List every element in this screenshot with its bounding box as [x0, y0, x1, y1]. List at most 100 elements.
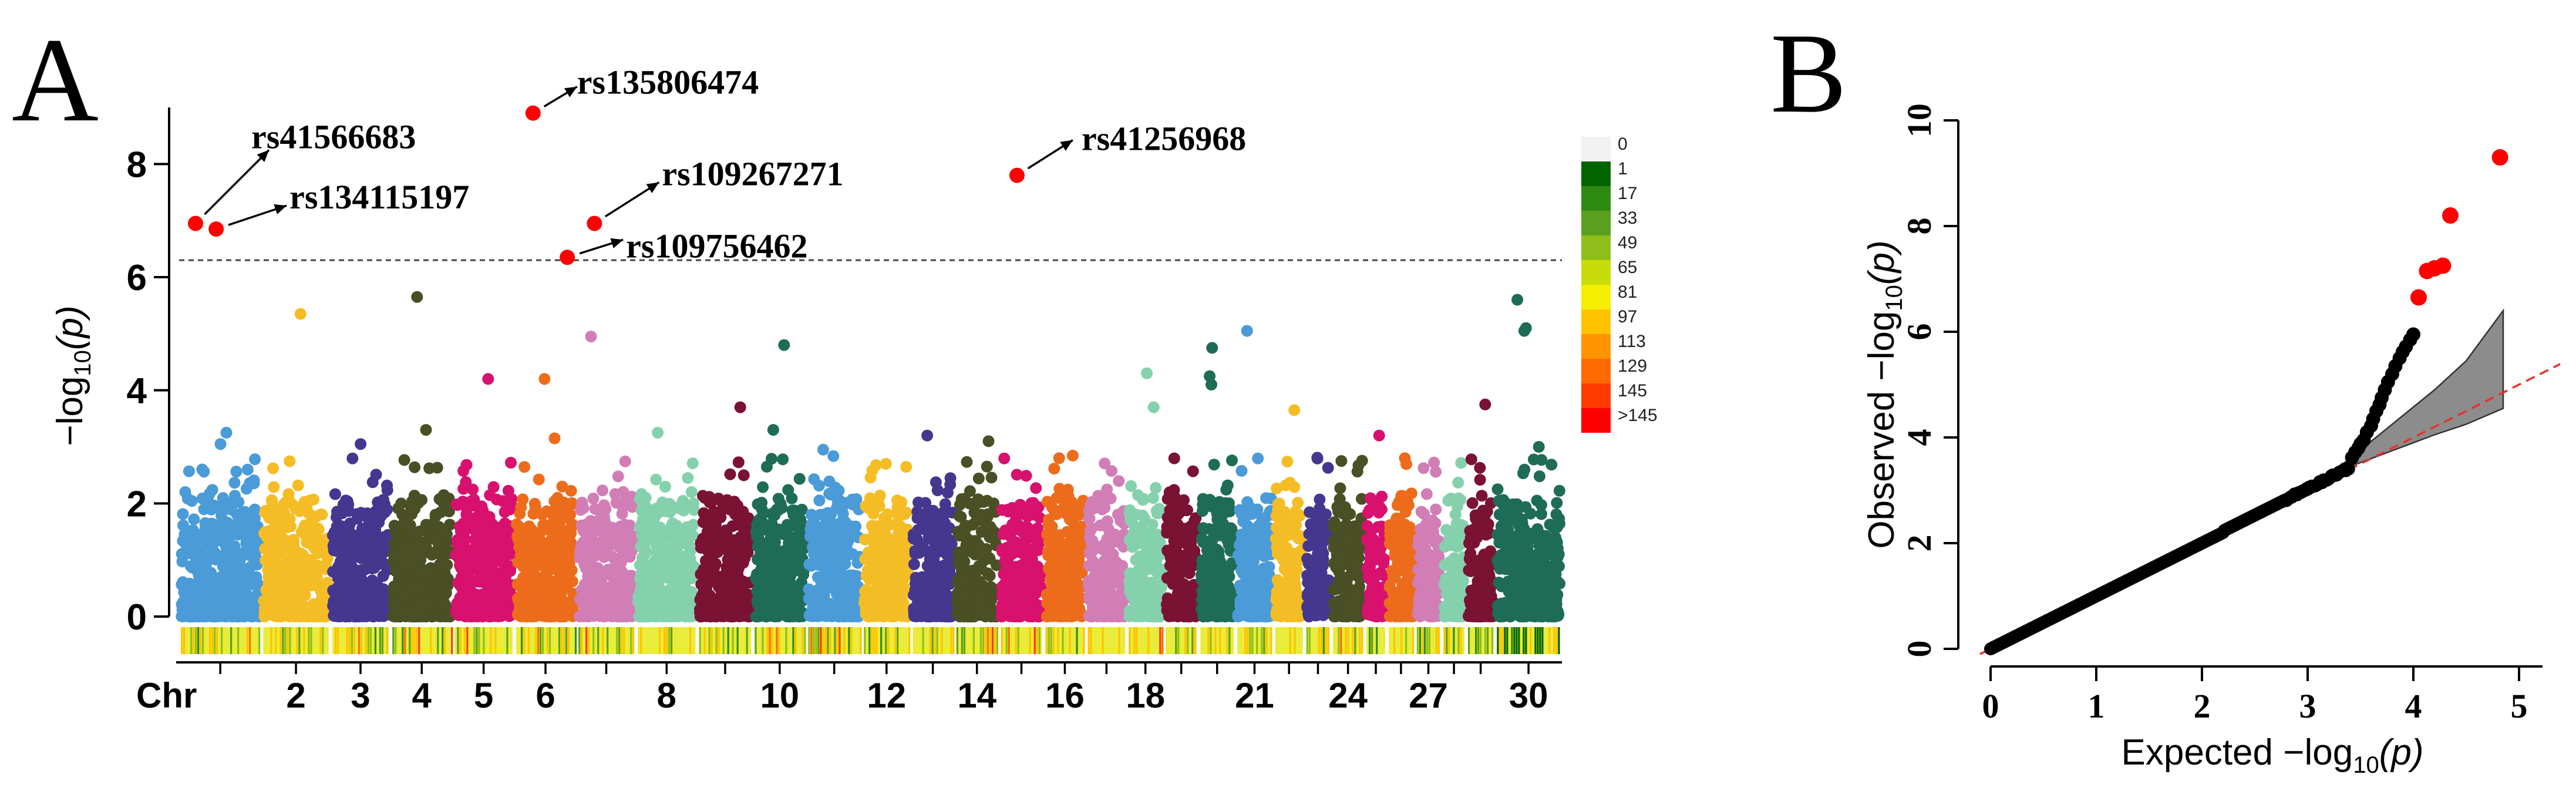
snp-point: [632, 594, 645, 605]
snp-point: [523, 588, 536, 601]
snp-point: [454, 592, 466, 604]
snp-point: [619, 455, 631, 467]
snp-point: [772, 493, 784, 505]
snp-point: [547, 608, 559, 620]
snp-point: [248, 503, 261, 516]
snp-point: [319, 608, 331, 620]
chromosome-15-points: [995, 452, 1048, 622]
snp-point: [834, 604, 847, 616]
chromosome-14-points: [951, 456, 1003, 622]
snp-point: [1006, 518, 1018, 531]
snp-point: [774, 582, 786, 594]
snp-point: [930, 476, 942, 489]
snp-point: [420, 542, 433, 554]
snp-point: [278, 498, 290, 510]
snp-point: [985, 523, 998, 536]
snp-point: [392, 578, 404, 591]
snp-point: [399, 591, 411, 604]
snp-point: [438, 597, 450, 609]
snp-point: [546, 560, 558, 571]
snp-point: [942, 487, 954, 499]
snp-point: [682, 472, 694, 484]
snp-point: [765, 608, 777, 620]
snp-point: [437, 489, 450, 501]
snp-point: [575, 551, 588, 564]
manhattan-y-tick-label: 4: [127, 371, 147, 412]
snp-point: [230, 466, 243, 478]
snp-point: [726, 610, 739, 622]
snp-point: [868, 528, 881, 540]
snp-point: [1065, 569, 1077, 581]
snp-point: [578, 600, 590, 612]
snp-point: [674, 577, 686, 589]
snp-point: [1071, 584, 1083, 596]
snp-point: [212, 579, 224, 591]
snp-point: [272, 548, 285, 560]
snp-point: [719, 524, 732, 537]
snp-point: [900, 461, 912, 473]
snp-point: [452, 577, 464, 589]
snp-point: [793, 473, 806, 485]
snp-point: [228, 477, 241, 489]
snp-point: [196, 463, 208, 476]
snp-point: [1049, 579, 1062, 591]
snp-point: [908, 610, 920, 622]
snp-point: [865, 565, 877, 578]
snp-point: [637, 551, 649, 564]
snp-point: [1046, 501, 1058, 514]
snp-point: [782, 484, 794, 496]
snp-point: [726, 586, 739, 598]
snp-point: [537, 524, 550, 536]
snp-point: [516, 596, 528, 608]
snp-point: [581, 610, 593, 622]
snp-point: [1000, 588, 1012, 601]
snp-point: [972, 544, 984, 556]
snp-point: [877, 610, 890, 622]
snp-point: [920, 497, 932, 509]
snp-point: [505, 457, 517, 469]
snp-point: [361, 581, 373, 594]
snp-point: [791, 588, 803, 600]
snp-point: [358, 533, 371, 545]
snp-point: [176, 598, 188, 611]
snp-point: [322, 553, 334, 565]
snp-point: [827, 450, 840, 462]
chromosome-7-points: [574, 455, 639, 622]
snp-point: [685, 597, 697, 609]
snp-point: [424, 518, 436, 531]
snp-point: [1063, 500, 1076, 513]
snp-point: [788, 504, 800, 517]
snp-point: [734, 551, 746, 564]
snp-point: [589, 503, 601, 515]
snp-point: [850, 610, 863, 622]
snp-point: [687, 530, 699, 542]
snp-point: [358, 596, 370, 608]
snp-point: [357, 604, 369, 617]
snp-point: [282, 609, 295, 622]
snp-point: [781, 518, 793, 531]
snp-point: [868, 520, 881, 532]
manhattan-y-label-prefix: −log: [50, 376, 90, 446]
snp-point: [223, 555, 235, 567]
snp-point: [1103, 564, 1116, 575]
snp-point: [729, 570, 742, 582]
snp-point: [880, 457, 892, 470]
snp-point: [375, 588, 387, 600]
snp-point: [766, 507, 778, 520]
snp-point: [474, 509, 486, 521]
snp-point: [638, 574, 651, 586]
snp-point: [389, 565, 402, 577]
snp-point: [564, 498, 576, 510]
panel-a-label: A: [12, 14, 99, 147]
snp-point: [866, 608, 878, 620]
snp-point: [388, 538, 400, 550]
snp-point: [1009, 536, 1022, 548]
snp-point: [551, 508, 564, 520]
snp-point: [292, 479, 304, 491]
snp-point: [698, 507, 710, 519]
snp-point: [835, 530, 847, 541]
snp-point: [1060, 609, 1072, 622]
snp-point: [967, 518, 979, 531]
snp-point: [1019, 582, 1031, 595]
snp-point: [272, 562, 285, 574]
